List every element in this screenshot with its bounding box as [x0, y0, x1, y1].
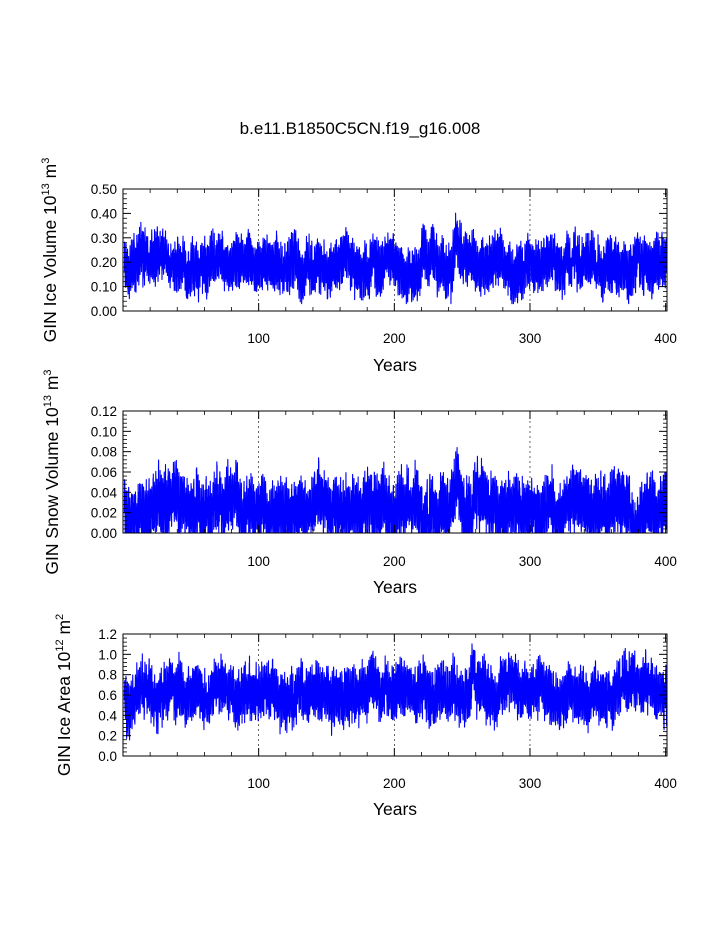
ytick-label: 0.02 — [91, 506, 117, 521]
ytick-label: 0.30 — [91, 231, 117, 246]
ytick-label: 0.0 — [98, 749, 117, 764]
xtick-label: 400 — [654, 776, 677, 791]
xtick-label: 300 — [519, 554, 542, 569]
ytick-label: 0.00 — [91, 304, 117, 319]
ytick-label: 0.10 — [91, 280, 117, 295]
ytick-label: 0.08 — [91, 445, 117, 460]
ytick-label: 0.06 — [91, 465, 117, 480]
plot-frame — [122, 188, 668, 312]
xtick-label: 100 — [247, 554, 270, 569]
panel-ice-area: 0.0 0.2 0.4 0.6 0.8 1.0 1.2 100 200 300 400 Years GI… — [54, 614, 677, 819]
x-axis-label: Years — [373, 355, 417, 375]
y-axis-label: GIN Snow Volume 1013 m3 — [42, 369, 62, 574]
ytick-label: 0.8 — [98, 668, 117, 683]
ytick-label: 0.6 — [98, 688, 117, 703]
xtick-label: 200 — [383, 331, 406, 346]
y-axis-label: GIN Ice Volume 1013 m3 — [40, 158, 60, 343]
x-axis-label: Years — [373, 799, 417, 819]
xtick-label: 200 — [383, 776, 406, 791]
ytick-label: 0.12 — [91, 404, 117, 419]
xtick-label: 100 — [247, 776, 270, 791]
x-axis-label: Years — [373, 577, 417, 597]
ytick-label: 0.50 — [91, 182, 117, 197]
series-line — [123, 643, 668, 741]
ytick-label: 0.10 — [91, 424, 117, 439]
ytick-label: 0.00 — [91, 526, 117, 541]
panel-snow-volume: 0.00 0.02 0.04 0.06 0.08 0.10 0.12 100 200 300 400… — [42, 369, 677, 597]
y-axis-label: GIN Ice Area 1012 m2 — [54, 614, 74, 776]
series-line — [123, 447, 668, 534]
xtick-label: 300 — [519, 776, 542, 791]
xtick-label: 400 — [654, 331, 677, 346]
ytick-label: 0.04 — [91, 485, 118, 500]
xtick-label: 400 — [654, 554, 677, 569]
ytick-label: 0.40 — [91, 206, 117, 221]
xtick-label: 300 — [519, 331, 542, 346]
series-line — [123, 212, 668, 305]
ytick-label: 0.2 — [98, 729, 117, 744]
ytick-label: 0.20 — [91, 255, 117, 270]
figure-title: b.e11.B1850C5CN.f19_g16.008 — [240, 119, 481, 138]
xtick-label: 200 — [383, 554, 406, 569]
ytick-label: 1.0 — [98, 647, 117, 662]
ytick-label: 0.4 — [98, 708, 117, 723]
ytick-label: 1.2 — [98, 627, 117, 642]
panel-ice-volume: 0.00 0.10 0.20 0.30 0.40 0.50 100 200 300 400 Year… — [40, 158, 677, 375]
xtick-label: 100 — [247, 331, 270, 346]
